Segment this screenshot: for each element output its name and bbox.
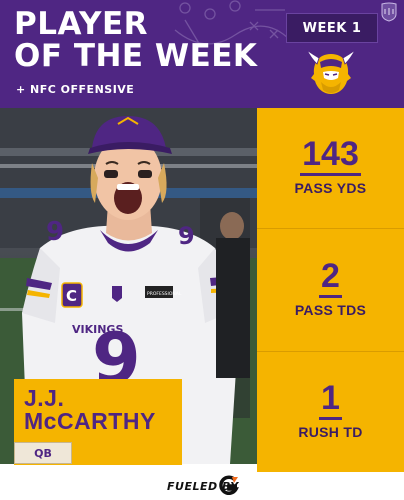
svg-text:9: 9 bbox=[46, 217, 64, 247]
stat-label: RUSH TD bbox=[298, 424, 363, 440]
title-line-2: OF THE WEEK bbox=[14, 38, 258, 74]
player-last-name: McCARTHY bbox=[24, 408, 156, 434]
svg-text:9: 9 bbox=[178, 222, 195, 250]
stat-value: 143 bbox=[300, 136, 361, 176]
header-banner: PLAYER OF THE WEEK + NFC OFFENSIVE WEEK … bbox=[0, 0, 404, 108]
stat-pass-tds: 2 PASS TDS bbox=[257, 258, 404, 318]
page-title: PLAYER OF THE WEEK bbox=[14, 8, 257, 72]
vikings-logo-icon bbox=[306, 49, 356, 94]
week-badge: WEEK 1 bbox=[286, 13, 378, 43]
jersey-patch: PROFESSIONAL bbox=[147, 291, 182, 297]
player-name: J.J. McCARTHY bbox=[24, 387, 156, 433]
stat-label: PASS YDS bbox=[294, 180, 367, 196]
stat-label: PASS TDS bbox=[294, 302, 367, 318]
nfl-shield-icon bbox=[381, 2, 397, 22]
stat-divider bbox=[257, 351, 404, 352]
sponsor-footer: FUELED BY bbox=[0, 472, 404, 500]
play-diagram-decoration bbox=[174, 0, 291, 46]
stat-pass-yds: 143 PASS YDS bbox=[257, 136, 404, 196]
player-first-name: J.J. bbox=[24, 385, 65, 411]
position-badge: QB bbox=[14, 442, 72, 464]
captain-patch: C bbox=[66, 287, 77, 305]
stat-rush-td: 1 RUSH TD bbox=[257, 380, 404, 440]
stat-divider bbox=[257, 228, 404, 229]
stats-panel: 143 PASS YDS 2 PASS TDS 1 RUSH TD bbox=[257, 108, 404, 472]
stat-value: 1 bbox=[319, 380, 342, 420]
award-subtitle: + NFC OFFENSIVE bbox=[16, 83, 135, 96]
gatorade-g-icon bbox=[219, 475, 239, 495]
title-line-1: PLAYER bbox=[14, 6, 148, 42]
stat-value: 2 bbox=[319, 258, 342, 298]
jersey-wordmark: VIKINGS bbox=[72, 323, 123, 336]
